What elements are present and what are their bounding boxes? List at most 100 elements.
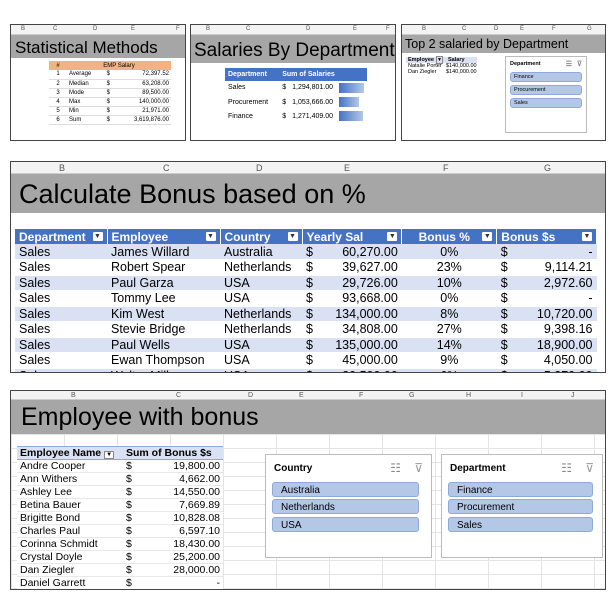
slicer-item-sales[interactable]: Sales	[510, 98, 582, 108]
panel-top2-salaried: B C D E F G Top 2 salaried by Department…	[401, 24, 606, 141]
currency: $	[123, 563, 137, 577]
slicer-item-finance[interactable]: Finance	[510, 72, 582, 82]
table-row: Andre Cooper $19,800.00	[17, 459, 223, 473]
row-bonus-sum: 14,550.00	[137, 485, 223, 499]
table-row: Dan Ziegler $140,000.00	[406, 69, 477, 75]
header-employee-name: Employee Name ▼	[17, 446, 123, 460]
clear-filter-icon[interactable]: ⊽	[414, 461, 423, 475]
table-row: 1 Average $72,397.52	[49, 70, 171, 80]
currency: $	[302, 368, 318, 372]
slicer-item-procurement[interactable]: Procurement	[448, 499, 593, 514]
currency: $	[123, 511, 137, 525]
row-employee: James Willard	[107, 244, 220, 260]
currency: $	[302, 290, 318, 307]
row-employee: Ewan Thompson	[107, 352, 220, 369]
row-value: 21,971.00	[115, 106, 171, 116]
filter-icon[interactable]: ▼	[435, 56, 443, 64]
header-label: Bonus %	[418, 229, 470, 244]
col-letter: F	[552, 26, 556, 32]
header-salary: Salary	[446, 57, 477, 63]
row-num: 5	[49, 106, 67, 116]
table-row: Brigitte Bond $10,828.08	[17, 511, 223, 525]
multi-select-icon[interactable]: ☷	[561, 461, 572, 475]
slicer-item-finance[interactable]: Finance	[448, 482, 593, 497]
row-bonus-dollars: 2,972.60	[512, 275, 597, 291]
slicer-title: Country	[274, 463, 313, 474]
data-bar	[339, 82, 364, 93]
dropdown-arrow-icon[interactable]: ▼	[205, 231, 216, 241]
row-yearly-sal: 34,808.00	[318, 321, 402, 338]
currency: $	[302, 306, 318, 322]
table-row: Finance $ 1,271,409.00	[225, 109, 367, 124]
row-employee: Natalie Porter	[408, 63, 442, 69]
row-bonus-sum: 19,800.00	[137, 459, 223, 473]
slicer-item-sales[interactable]: Sales	[448, 517, 593, 532]
row-bonus-dollars: 4,050.00	[512, 352, 597, 369]
table-row: Daniela Schreiber$-	[17, 590, 223, 591]
row-bonus-pct: 6%	[401, 368, 497, 372]
data-bar-cell	[336, 81, 367, 96]
row-value: 1,053,666.00	[289, 95, 336, 110]
multi-select-icon[interactable]: ☷	[390, 461, 401, 475]
table-row: SalesWalter MillerUSA$80,500.006%$5,370.…	[15, 368, 597, 372]
row-value: 1,294,801.00	[289, 81, 336, 96]
slicer-item-netherlands[interactable]: Netherlands	[272, 499, 419, 514]
row-bonus-sum: -	[137, 576, 223, 589]
dropdown-arrow-icon[interactable]: ▼	[387, 231, 398, 241]
header-label: Yearly Sal	[306, 229, 364, 244]
country-slicer: Country ☷ ⊽ Australia Netherlands USA	[265, 454, 432, 558]
table-row: Sales Robert Spear Netherlands $39,627.00 23…	[15, 259, 597, 276]
col-letter: F	[443, 163, 449, 173]
dropdown-arrow-icon[interactable]: ▼	[482, 231, 493, 241]
clear-filter-icon[interactable]: ⊽	[585, 461, 594, 475]
currency: $	[104, 115, 116, 125]
row-employee: Robert Spear	[107, 259, 220, 276]
multi-select-icon[interactable]: ☰	[565, 61, 572, 68]
row-employee-name: Daniel Garrett	[17, 576, 123, 589]
dropdown-arrow-icon[interactable]: ▼	[582, 231, 592, 241]
row-yearly-sal: 134,000.00	[318, 306, 402, 322]
table-row: Corinna Schmidt $18,430.00	[17, 537, 223, 551]
table-row: Charles Paul $6,597.10	[17, 524, 223, 538]
dropdown-arrow-icon[interactable]: ▼	[104, 451, 115, 459]
row-label: Sum	[67, 115, 105, 125]
col-letter: E	[353, 26, 358, 32]
row-department: Sales	[15, 368, 107, 372]
table-row: 2 Median $63,208.00	[49, 79, 171, 89]
row-bonus-sum: 28,000.00	[137, 563, 223, 577]
clear-filter-icon[interactable]: ⊽	[576, 61, 582, 68]
table-row: Sales Tommy Lee USA $93,668.00 0% $ -	[15, 290, 597, 307]
header-yearly-sal: Yearly Sal ▼	[302, 229, 403, 244]
table-header-salary: EMP Salary	[67, 61, 171, 70]
title-banner: Calculate Bonus based on %	[11, 174, 605, 213]
currency: $	[302, 337, 318, 353]
row-country: USA	[220, 275, 302, 291]
row-employee: Stevie Bridge	[107, 321, 220, 338]
slicer-item-australia[interactable]: Australia	[272, 482, 419, 497]
row-department: Sales	[15, 337, 107, 353]
slicer-item-usa[interactable]: USA	[272, 517, 419, 532]
title-banner: Statistical Methods	[11, 35, 185, 58]
header-employee: Employee ▼	[406, 56, 446, 64]
row-country: USA	[220, 368, 302, 372]
table-row: Sales James Willard Australia $60,270.00 0% $…	[15, 244, 597, 260]
row-country: Netherlands	[220, 259, 302, 276]
dropdown-arrow-icon[interactable]: ▼	[92, 231, 103, 241]
currency: $	[302, 259, 318, 276]
col-letter: E	[299, 392, 304, 399]
dropdown-arrow-icon[interactable]: ▼	[287, 231, 298, 241]
currency: $	[496, 337, 513, 353]
header-label: Department	[19, 229, 86, 244]
employee-bonus-pivot: Employee Name ▼ Sum of Bonus $s Andre Coo…	[17, 446, 223, 591]
currency: $	[123, 498, 137, 512]
col-letter: I	[521, 392, 523, 399]
row-department: Sales	[15, 275, 107, 291]
currency: $	[302, 275, 318, 291]
row-value: $140,000.00	[446, 63, 477, 69]
table-row: Sales Paul Wells USA $135,000.00 14% $18,900.…	[15, 337, 597, 353]
slicer-item-procurement[interactable]: Procurement	[510, 85, 582, 95]
row-num: 3	[49, 88, 67, 98]
currency: $	[496, 275, 513, 291]
row-label: Average	[67, 70, 105, 80]
currency: $	[496, 352, 513, 369]
